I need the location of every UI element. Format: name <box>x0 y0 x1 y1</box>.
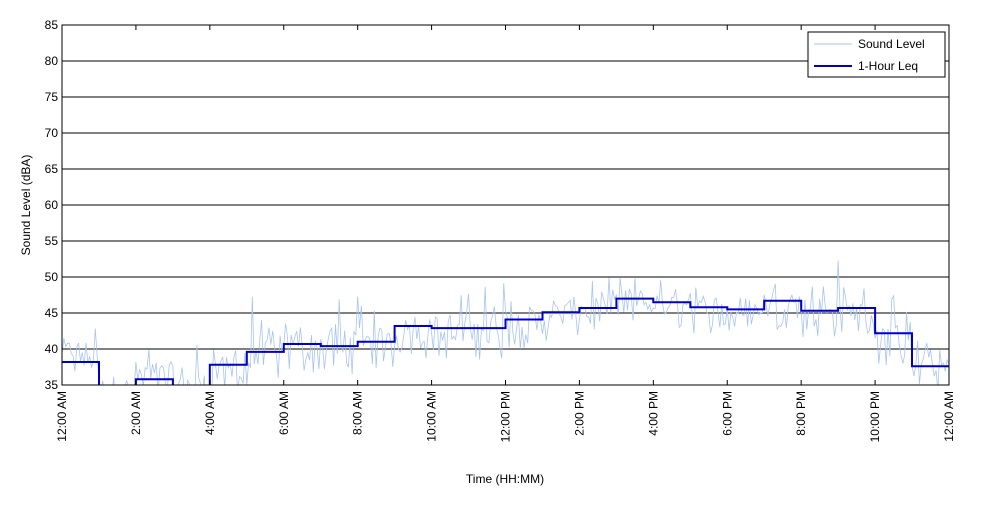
y-tick-label: 45 <box>45 306 59 320</box>
y-tick-label: 35 <box>45 378 59 392</box>
x-tick-label: 10:00 AM <box>425 391 439 442</box>
legend: Sound Level 1-Hour Leq <box>807 31 946 78</box>
y-tick-label: 80 <box>45 54 59 68</box>
legend-label-sound-level: Sound Level <box>858 37 925 51</box>
legend-label-leq: 1-Hour Leq <box>858 59 918 73</box>
x-tick-label: 6:00 AM <box>277 391 291 435</box>
series-line-1-hour-leq <box>62 297 949 385</box>
y-tick-label: 85 <box>45 18 59 32</box>
x-tick-label: 10:00 PM <box>868 391 882 442</box>
x-tick-label: 8:00 PM <box>794 391 808 436</box>
series-layer <box>62 260 949 385</box>
x-tick-label: 2:00 AM <box>129 391 143 435</box>
y-tick-label: 70 <box>45 126 59 140</box>
x-tick-label: 12:00 AM <box>942 391 956 442</box>
y-tick-label: 75 <box>45 90 59 104</box>
y-axis-label: Sound Level (dBA) <box>19 155 33 256</box>
axes: 35 40 45 50 55 60 65 70 75 80 85 12:00 AM 2:00 AM 4:0… <box>45 18 956 442</box>
x-tick-label: 2:00 PM <box>572 391 586 436</box>
y-tick-label: 55 <box>45 234 59 248</box>
y-tick-label: 50 <box>45 270 59 284</box>
y-tick-label: 65 <box>45 162 59 176</box>
x-axis-label: Time (HH:MM) <box>466 472 544 486</box>
grid-lines <box>62 60 949 350</box>
legend-box <box>807 31 946 78</box>
x-tick-label: 4:00 AM <box>203 391 217 435</box>
x-tick-label: 12:00 AM <box>55 391 69 442</box>
y-tick-label: 60 <box>45 198 59 212</box>
x-tick-label: 6:00 PM <box>720 391 734 436</box>
x-tick-label: 12:00 PM <box>499 391 513 442</box>
y-tick-label: 40 <box>45 342 59 356</box>
x-tick-label: 4:00 PM <box>646 391 660 436</box>
x-tick-label: 8:00 AM <box>351 391 365 435</box>
